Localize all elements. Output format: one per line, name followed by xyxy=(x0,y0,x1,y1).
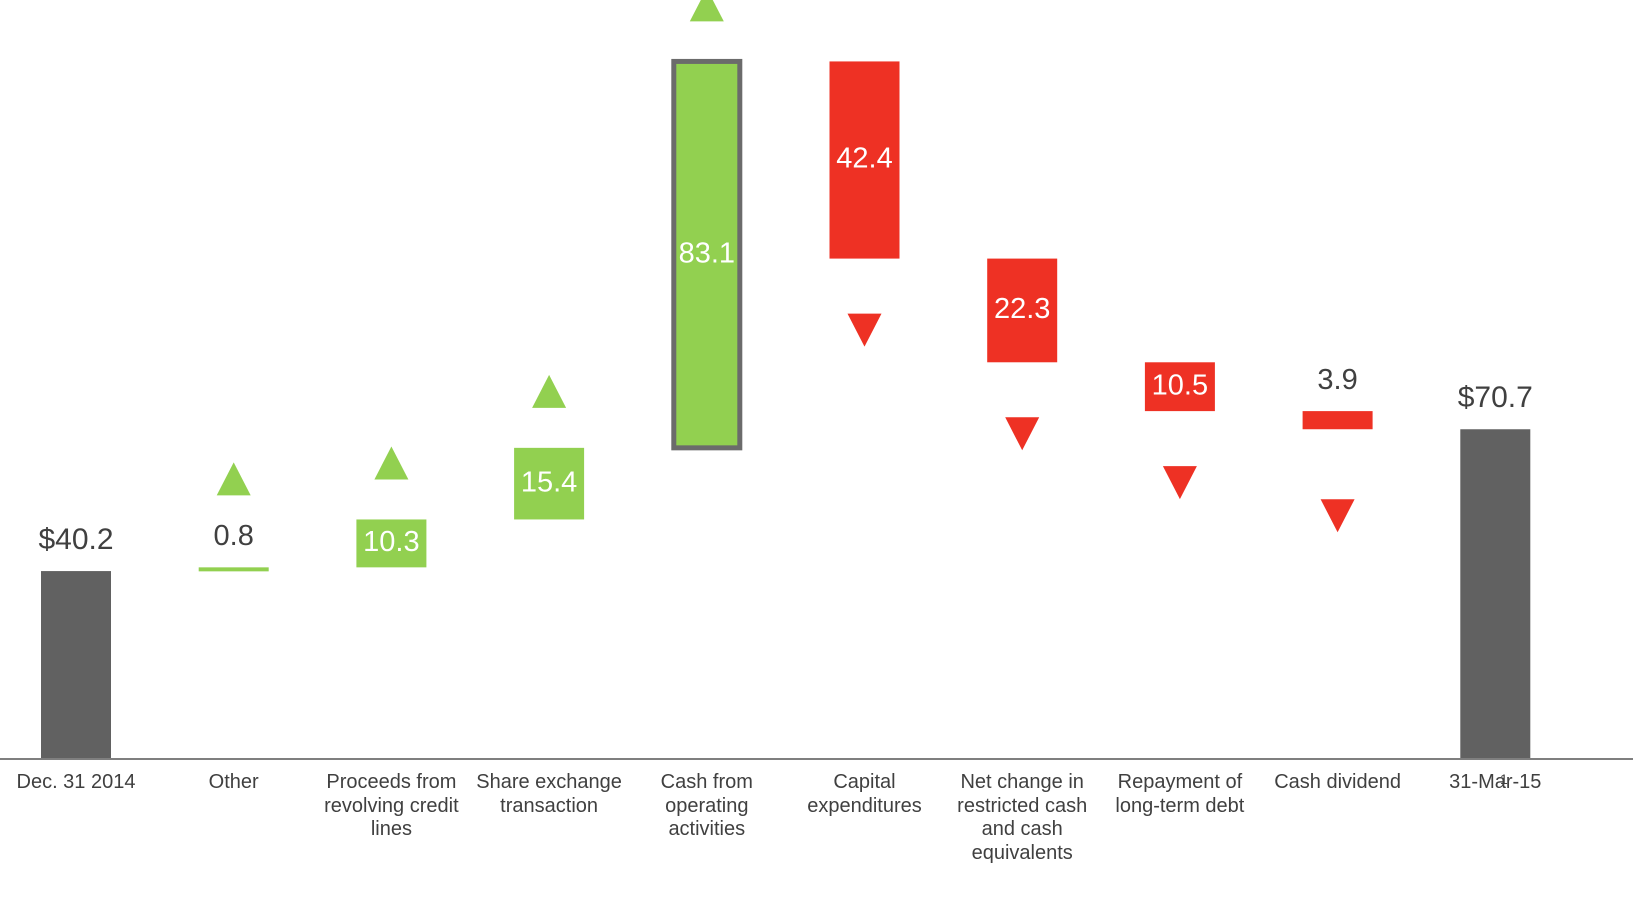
x-tick-label: Dec. 31 2014 xyxy=(16,771,136,793)
page-number: 1 xyxy=(1500,771,1508,787)
x-tick-label: Net change in restricted cash and cash e… xyxy=(957,771,1088,864)
bar xyxy=(356,519,427,568)
bar xyxy=(514,447,585,520)
x-tick-label: Share exchange transaction xyxy=(476,771,622,817)
x-tick-label: Repayment of long-term debt xyxy=(1115,771,1245,817)
increase-arrow xyxy=(689,0,724,22)
bar xyxy=(1144,362,1215,412)
value-label: 3.9 xyxy=(1317,364,1357,396)
decrease-arrow xyxy=(847,313,882,347)
value-label: 15.4 xyxy=(521,466,577,498)
value-label: $40.2 xyxy=(38,523,113,556)
x-tick-label: Proceeds from revolving credit lines xyxy=(324,771,459,840)
x-tick-label: Cash from operating activities xyxy=(660,771,753,840)
x-tick-label: 31-Mar-15 xyxy=(1449,771,1542,793)
x-tick-label: Capital expenditures xyxy=(807,771,922,817)
value-label: 0.8 xyxy=(214,520,254,552)
bar xyxy=(41,571,111,758)
bar xyxy=(829,61,900,259)
bar xyxy=(198,567,269,572)
value-label: 10.3 xyxy=(363,526,419,558)
x-tick-label: Other xyxy=(208,771,259,793)
value-label: 42.4 xyxy=(836,143,892,175)
increase-arrow xyxy=(374,446,409,480)
bar xyxy=(1302,411,1373,430)
value-label: 83.1 xyxy=(679,237,735,269)
increase-arrow xyxy=(532,374,567,408)
value-label: $70.7 xyxy=(1458,381,1533,414)
value-label: 10.5 xyxy=(1152,369,1208,401)
bar xyxy=(671,58,743,451)
increase-arrow xyxy=(216,462,251,496)
x-tick-label: Cash dividend xyxy=(1274,771,1401,793)
bar xyxy=(987,258,1058,363)
decrease-arrow xyxy=(1162,466,1197,500)
value-label: 22.3 xyxy=(994,293,1050,325)
bar xyxy=(1460,429,1531,758)
decrease-arrow xyxy=(1005,417,1040,451)
decrease-arrow xyxy=(1320,499,1355,533)
